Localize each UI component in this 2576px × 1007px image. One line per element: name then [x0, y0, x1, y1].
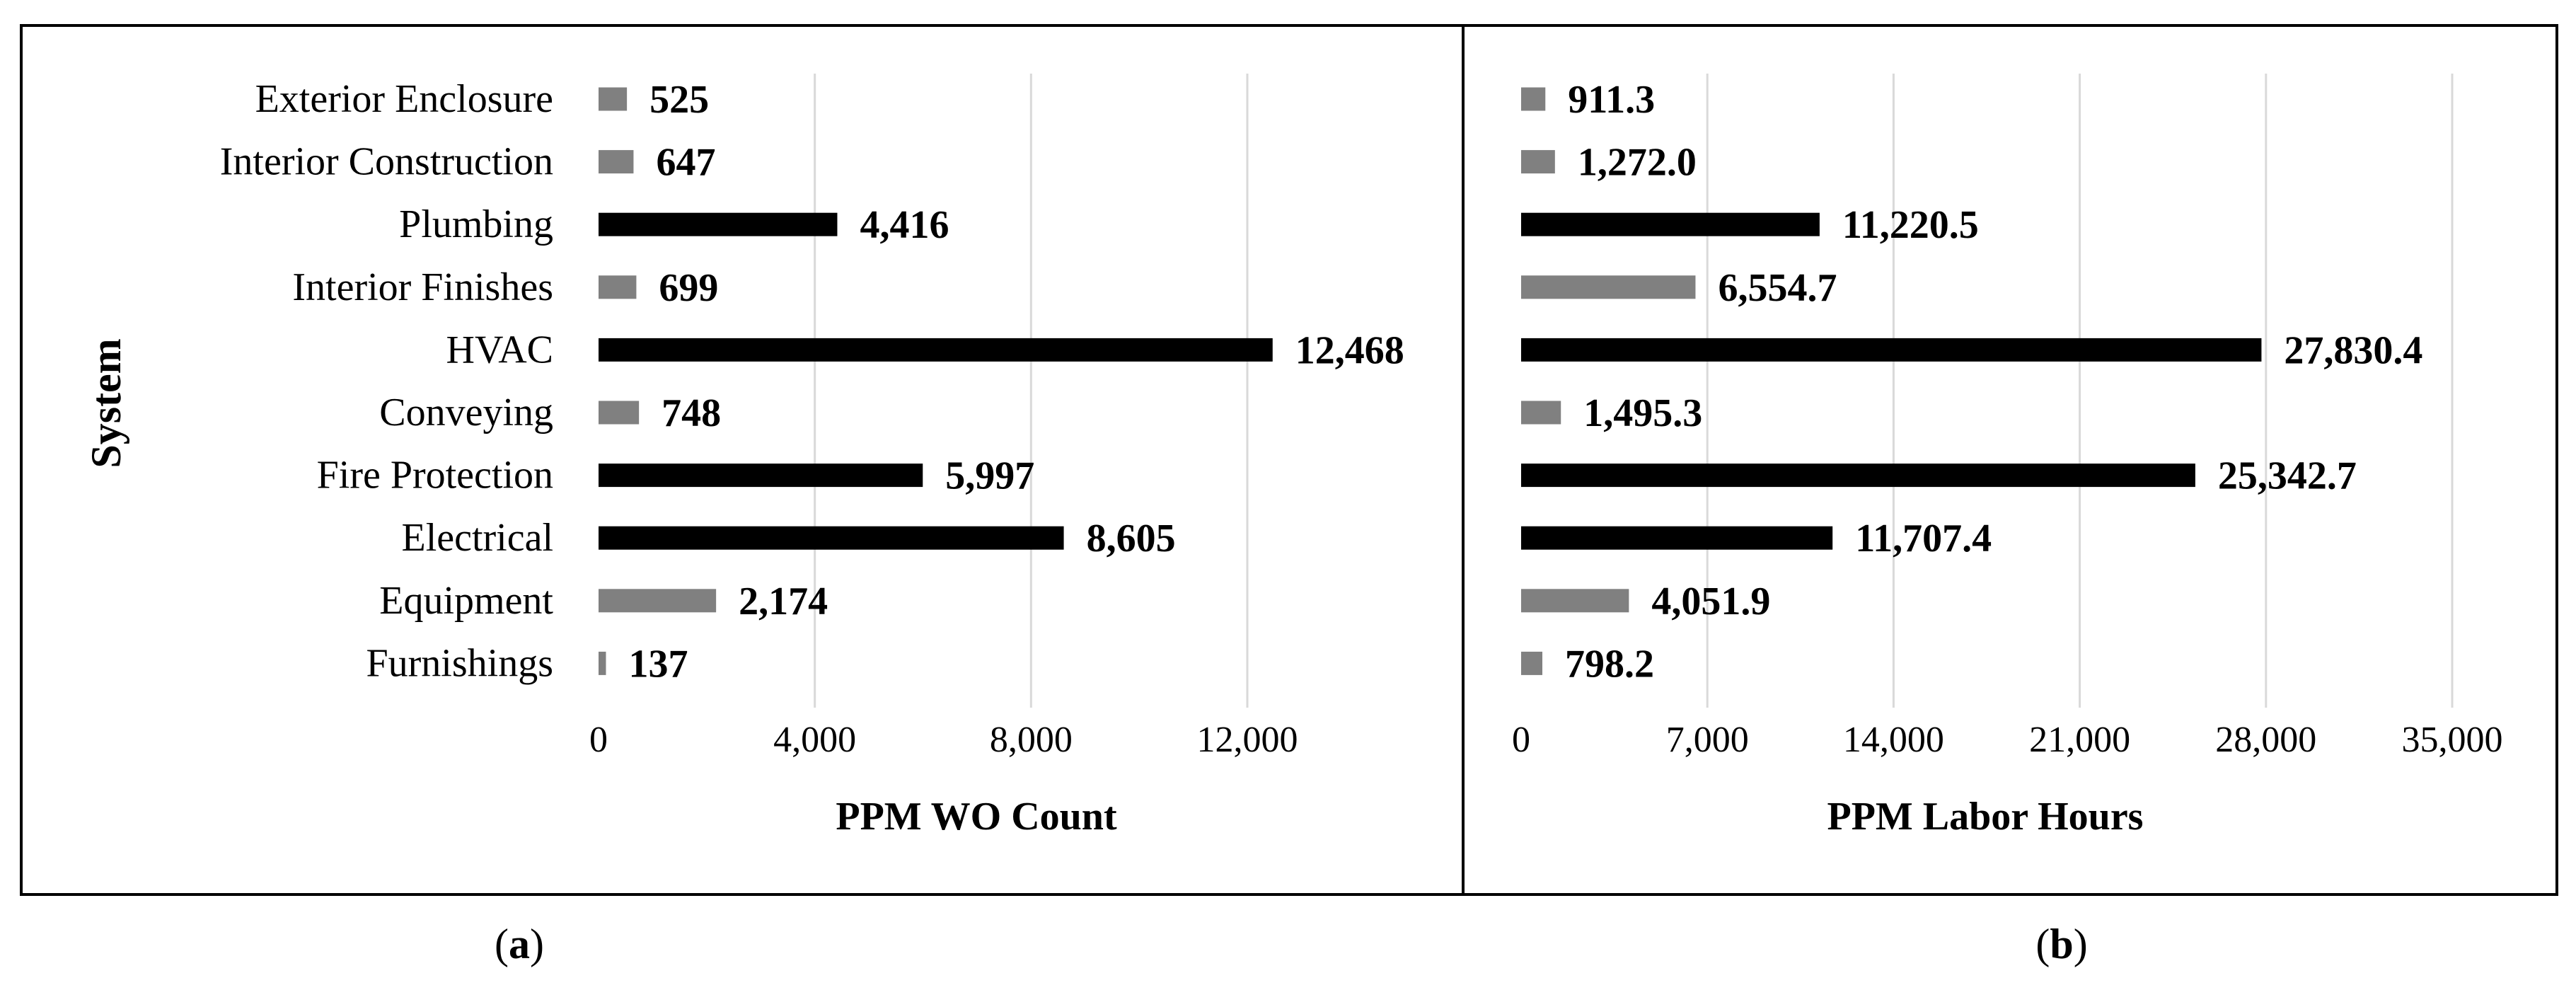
- bar: [599, 275, 637, 299]
- data-label: 137: [628, 642, 688, 686]
- data-label: 911.3: [1568, 78, 1655, 122]
- x-tick-label: 4,000: [773, 720, 856, 760]
- category-label: Exterior Enclosure: [255, 77, 553, 121]
- data-label: 798.2: [1565, 642, 1654, 686]
- panel-b: 0 7,000 14,000 21,000 28,000 35,000 911.3 1,272…: [1512, 74, 2503, 839]
- category-label: Conveying: [379, 391, 553, 435]
- category-label: Plumbing: [399, 202, 553, 246]
- bar: [599, 526, 1064, 550]
- bar: [1521, 150, 1555, 174]
- caption-a-letter: a: [509, 921, 530, 967]
- data-label: 25,342.7: [2218, 454, 2357, 498]
- caption-b: (b): [2035, 921, 2088, 967]
- bar: [599, 212, 838, 236]
- bar: [599, 464, 923, 488]
- x-axis-title: PPM WO Count: [836, 795, 1117, 839]
- caption-a: (a): [495, 921, 544, 967]
- bar: [1521, 212, 1820, 236]
- data-label: 27,830.4: [2284, 328, 2422, 372]
- category-label: Fire Protection: [317, 454, 553, 497]
- caption-b-letter: b: [2050, 921, 2074, 967]
- bar: [1521, 87, 1546, 111]
- bar: [599, 87, 628, 111]
- data-label: 699: [659, 266, 718, 310]
- data-label: 5,997: [945, 454, 1034, 498]
- bar: [1521, 651, 1543, 675]
- data-label: 748: [662, 391, 721, 435]
- y-axis-title: System: [83, 338, 129, 468]
- data-label: 6,554.7: [1718, 266, 1837, 310]
- x-tick-label: 21,000: [2029, 720, 2130, 760]
- data-label: 1,495.3: [1583, 391, 1702, 435]
- bar: [599, 401, 640, 425]
- x-tick-label: 8,000: [990, 720, 1073, 760]
- data-label: 1,272.0: [1578, 141, 1697, 185]
- data-label: 12,468: [1295, 328, 1404, 372]
- category-label: Furnishings: [366, 641, 554, 685]
- category-label: Electrical: [401, 516, 553, 560]
- x-tick-label: 14,000: [1843, 720, 1944, 760]
- x-tick-label: 28,000: [2215, 720, 2316, 760]
- category-label: HVAC: [446, 328, 553, 372]
- bar: [1521, 526, 1833, 550]
- data-label: 2,174: [739, 580, 828, 623]
- x-tick-label: 7,000: [1666, 720, 1749, 760]
- category-label: Interior Construction: [220, 140, 553, 184]
- figure-frame: [20, 24, 2558, 896]
- data-label: 647: [656, 141, 715, 185]
- bar: [599, 150, 634, 174]
- data-label: 4,416: [860, 203, 949, 247]
- data-label: 4,051.9: [1651, 580, 1770, 623]
- bar: [1521, 589, 1629, 613]
- bar: [1521, 275, 1696, 299]
- data-label: 525: [649, 78, 709, 122]
- category-label: Equipment: [379, 579, 553, 623]
- x-tick-label: 0: [1512, 720, 1530, 760]
- x-axis-title: PPM Labor Hours: [1827, 795, 2144, 839]
- data-label: 8,605: [1087, 517, 1176, 560]
- bar: [599, 338, 1273, 362]
- bar: [1521, 464, 2195, 488]
- x-tick-label: 35,000: [2402, 720, 2503, 760]
- chart-svg: System 0 4,000 8,000 12,000 525 Exterior Encl…: [20, 24, 2558, 896]
- data-label: 11,220.5: [1842, 203, 1979, 247]
- panel-a: 0 4,000 8,000 12,000 525 Exterior Enclosure 64…: [220, 74, 1404, 839]
- bar: [1521, 401, 1561, 425]
- bar: [1521, 338, 2262, 362]
- bar: [599, 589, 717, 613]
- x-tick-label: 0: [589, 720, 608, 760]
- bar: [599, 651, 606, 675]
- data-label: 11,707.4: [1855, 517, 1992, 560]
- category-label: Interior Finishes: [292, 265, 553, 309]
- x-tick-label: 12,000: [1197, 720, 1298, 760]
